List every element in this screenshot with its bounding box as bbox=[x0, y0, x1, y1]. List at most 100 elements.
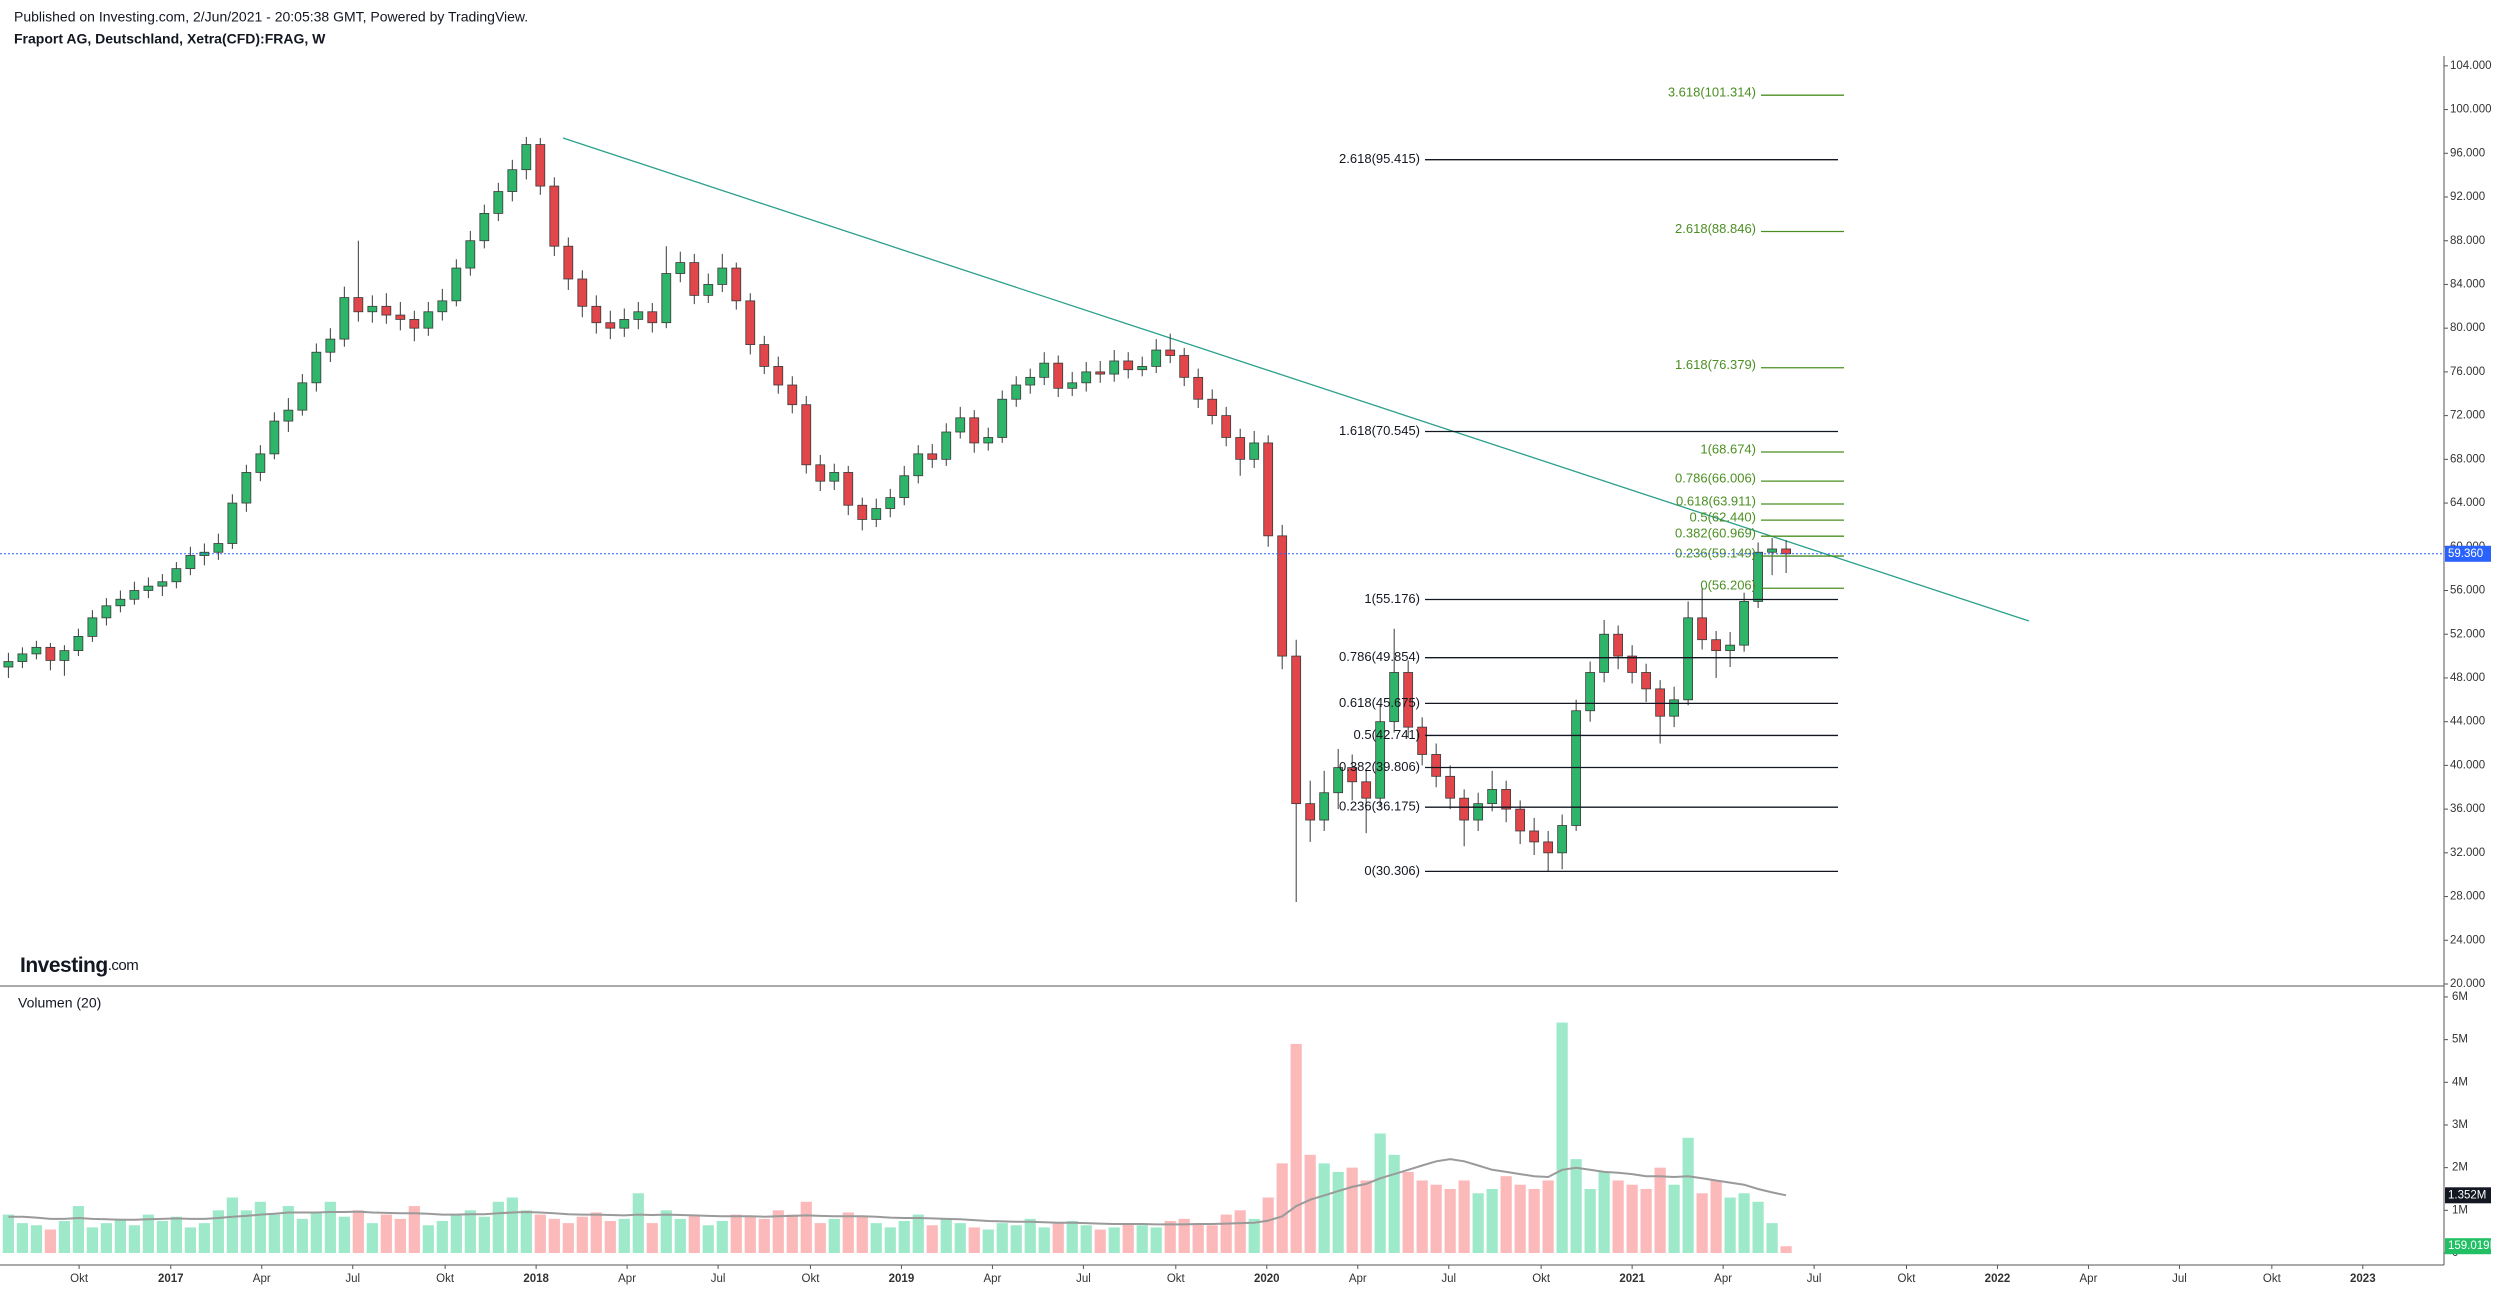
volume-bar bbox=[870, 1223, 882, 1253]
candle-body bbox=[1179, 355, 1190, 378]
x-tick-label: 2021 bbox=[1619, 1273, 1645, 1285]
volume-bar bbox=[674, 1218, 686, 1253]
candle-body bbox=[913, 453, 924, 477]
candle-body bbox=[983, 437, 994, 444]
candle-body bbox=[633, 311, 644, 320]
y-tick-label: 80.000 bbox=[2450, 322, 2485, 334]
candle-body bbox=[829, 472, 840, 482]
volume-bar bbox=[1654, 1167, 1666, 1253]
volume-bar bbox=[1318, 1163, 1330, 1253]
candle-body bbox=[45, 646, 56, 661]
y-tick-label: 20.000 bbox=[2450, 978, 2485, 990]
volume-title: Volumen (20) bbox=[18, 995, 101, 1011]
candle-body bbox=[73, 636, 84, 652]
fib-label: 0.618(63.911) bbox=[1676, 493, 1756, 508]
volume-bar bbox=[1150, 1227, 1162, 1253]
candle-body bbox=[1291, 655, 1302, 805]
candle-body bbox=[1753, 551, 1763, 602]
volume-bar bbox=[786, 1214, 798, 1253]
candle-body bbox=[1697, 617, 1708, 641]
volume-bar bbox=[1500, 1176, 1512, 1253]
candle-body bbox=[801, 404, 812, 466]
volume-bar bbox=[912, 1214, 924, 1253]
candle-body bbox=[927, 453, 938, 460]
x-tick-label: Okt bbox=[1898, 1273, 1917, 1285]
volume-bar bbox=[1542, 1180, 1554, 1253]
volume-bar bbox=[1290, 1043, 1302, 1253]
volume-bar bbox=[1038, 1227, 1050, 1253]
candle-body bbox=[1375, 721, 1386, 799]
volume-bar bbox=[338, 1216, 350, 1253]
candle-body bbox=[283, 409, 294, 422]
volume-bar bbox=[856, 1216, 868, 1253]
volume-bar bbox=[1122, 1223, 1134, 1253]
candle-body bbox=[1445, 775, 1456, 799]
candle-body bbox=[899, 475, 910, 498]
candle-body bbox=[409, 319, 420, 329]
symbol-title: Fraport AG, Deutschland, Xetra(CFD):FRAG… bbox=[14, 31, 326, 47]
candle-body bbox=[941, 431, 952, 460]
volume-bar bbox=[1220, 1214, 1232, 1253]
fib-label: 1.618(70.545) bbox=[1339, 423, 1420, 438]
volume-bar bbox=[632, 1193, 644, 1253]
candle-body bbox=[381, 305, 392, 316]
volume-bar bbox=[1178, 1218, 1190, 1253]
candle-body bbox=[1641, 672, 1652, 690]
volume-tick-label: 4M bbox=[2452, 1076, 2468, 1088]
candle-body bbox=[479, 212, 490, 242]
candle-body bbox=[1137, 366, 1148, 371]
y-tick-label: 56.000 bbox=[2450, 585, 2485, 597]
fib-label: 0.786(66.006) bbox=[1675, 471, 1756, 486]
volume-bar bbox=[1066, 1220, 1078, 1253]
last-price-box bbox=[2445, 545, 2491, 562]
fib-label: 0(56.206) bbox=[1700, 578, 1756, 593]
y-tick-label: 92.000 bbox=[2450, 191, 2485, 203]
volume-bar bbox=[2, 1214, 14, 1253]
candle-body bbox=[1515, 808, 1526, 832]
volume-bar bbox=[1192, 1223, 1204, 1253]
volume-tick-label: 3M bbox=[2452, 1119, 2468, 1131]
volume-bar bbox=[1626, 1184, 1638, 1253]
x-tick-label: Apr bbox=[2080, 1273, 2098, 1285]
candle-body bbox=[1655, 688, 1666, 717]
volume-ma-box bbox=[2445, 1187, 2491, 1204]
candle-body bbox=[1221, 415, 1232, 438]
candle-body bbox=[241, 472, 252, 504]
logo-brand: Investing bbox=[20, 954, 108, 977]
candle-body bbox=[1543, 841, 1554, 854]
volume-bar bbox=[1248, 1218, 1260, 1253]
x-tick-label: 2020 bbox=[1254, 1273, 1280, 1285]
volume-bar bbox=[1332, 1171, 1344, 1253]
x-tick-label: 2022 bbox=[1985, 1273, 2011, 1285]
candle-body bbox=[1501, 789, 1512, 810]
fib-label: 3.618(101.314) bbox=[1668, 85, 1756, 100]
candle-body bbox=[339, 297, 350, 340]
y-tick-label: 100.000 bbox=[2450, 104, 2492, 116]
x-tick-label: Jul bbox=[1441, 1273, 1456, 1285]
candle-body bbox=[871, 508, 882, 520]
candle-body bbox=[1319, 792, 1330, 821]
candle-body bbox=[1739, 601, 1749, 646]
trendline bbox=[562, 137, 2030, 622]
x-tick-label: Apr bbox=[253, 1273, 271, 1285]
volume-bar bbox=[58, 1220, 70, 1253]
volume-bar bbox=[1556, 1022, 1568, 1253]
fib-label: 0.236(59.149) bbox=[1675, 546, 1756, 561]
candle-body bbox=[325, 338, 336, 353]
volume-bar bbox=[520, 1210, 532, 1253]
volume-bar bbox=[1738, 1193, 1750, 1253]
fib-label: 1.618(76.379) bbox=[1675, 357, 1756, 372]
candle-body bbox=[1207, 398, 1218, 417]
volume-tick-label: 1M bbox=[2452, 1204, 2468, 1216]
y-tick-label: 88.000 bbox=[2450, 235, 2485, 247]
volume-bar bbox=[1780, 1246, 1792, 1253]
fib-label: 1(55.176) bbox=[1364, 591, 1420, 606]
x-tick-label: Jul bbox=[711, 1273, 726, 1285]
volume-bar bbox=[114, 1218, 126, 1253]
candle-body bbox=[815, 464, 826, 482]
candle-body bbox=[1389, 672, 1400, 723]
x-tick-label: Okt bbox=[1167, 1273, 1186, 1285]
y-tick-label: 72.000 bbox=[2450, 410, 2485, 422]
volume-tick-label: 6M bbox=[2452, 991, 2468, 1003]
volume-bar bbox=[730, 1214, 742, 1253]
